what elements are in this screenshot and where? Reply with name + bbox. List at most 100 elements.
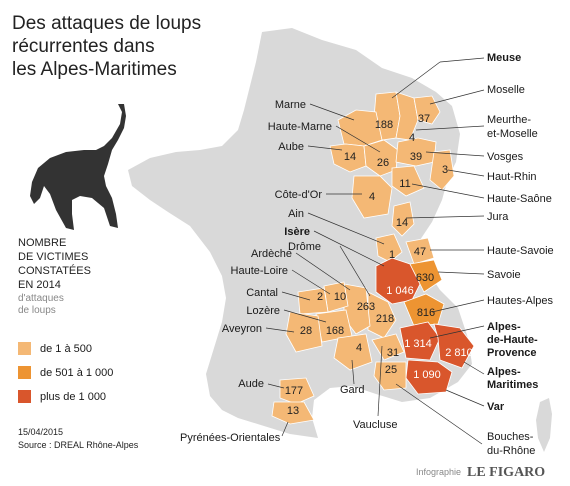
dept-label-savoie: Savoie: [487, 269, 521, 281]
dept-label-drome: Drôme: [288, 241, 321, 253]
value-label: 263: [357, 301, 375, 313]
value-label: 4: [356, 342, 362, 354]
dept-label-var: Var: [487, 401, 505, 413]
wolf-icon: [30, 104, 126, 230]
dept-label-vosges: Vosges: [487, 151, 524, 163]
dept-savoie: [409, 259, 443, 293]
value-label: 177: [285, 385, 303, 397]
legend-swatch-low: [18, 342, 31, 355]
dept-label-alpes-de-haute-provence-2: de-Haute-: [487, 334, 538, 346]
dept-alpes-de-haute-provence: [399, 321, 441, 361]
value-label: 2: [317, 291, 323, 303]
value-label: 3: [442, 164, 448, 176]
value-label: 1 046: [386, 285, 414, 297]
credit-prefix: Infographie: [416, 467, 461, 477]
source-note: Source : DREAL Rhône-Alpes: [18, 440, 139, 450]
dept-cantal: [297, 287, 329, 315]
value-label: 816: [417, 307, 435, 319]
dept-label-vaucluse: Vaucluse: [353, 419, 397, 431]
dept-haut-rhin: [429, 149, 455, 191]
dept-label-aude: Aude: [238, 378, 264, 390]
dept-label-meuse: Meuse: [487, 52, 521, 64]
legend-title-line-4: EN 2014: [18, 279, 61, 291]
legend-title-line-3: CONSTATÉES: [18, 264, 91, 277]
value-label: 39: [410, 151, 422, 163]
page-title-line-1: Des attaques de loups: [12, 13, 201, 34]
value-label: 26: [377, 157, 389, 169]
dept-label-haute-marne: Haute-Marne: [268, 121, 332, 133]
dept-bouches-du-rhone: [373, 361, 407, 391]
legend-title-line-1: NOMBRE: [18, 237, 66, 249]
dept-label-lozere: Lozère: [246, 305, 280, 317]
dept-label-isere: Isère: [284, 226, 310, 238]
value-label: 1 314: [404, 338, 432, 350]
dept-ain: [375, 233, 403, 263]
corsica-shape: [536, 398, 552, 452]
dept-label-cantal: Cantal: [246, 287, 278, 299]
dept-label-haut-rhin: Haut-Rhin: [487, 171, 537, 183]
dept-label-bouches-du-rhone-2: du-Rhône: [487, 445, 535, 457]
value-label: 10: [334, 291, 346, 303]
value-label: 630: [416, 272, 434, 284]
dept-hautes-alpes: [403, 293, 445, 327]
dept-label-aveyron: Aveyron: [222, 323, 262, 335]
dept-label-marne: Marne: [275, 99, 306, 111]
value-label: 2 810: [445, 347, 473, 359]
dept-haute-savoie: [405, 237, 435, 265]
dept-label-haute-saone: Haute-Saône: [487, 193, 552, 205]
dept-label-pyrenees-orientales: Pyrénées-Orientales: [180, 432, 281, 444]
legend-label-low: de 1 à 500: [40, 343, 92, 355]
legend-label-high: plus de 1 000: [40, 391, 106, 403]
value-label: 14: [396, 217, 408, 229]
dept-label-alpes-maritimes-2: Maritimes: [487, 379, 538, 391]
page-title-line-3: les Alpes-Maritimes: [12, 59, 177, 80]
value-label: 1 090: [413, 369, 441, 381]
dept-label-ardeche: Ardèche: [251, 248, 292, 260]
dept-isere: [375, 257, 421, 305]
dept-aude: [279, 377, 315, 405]
legend-title-line-2: DE VICTIMES: [18, 251, 88, 263]
leader-lines: [265, 57, 485, 445]
value-label: 11: [399, 178, 410, 190]
dept-label-jura: Jura: [487, 211, 509, 223]
value-label: 4: [369, 191, 375, 203]
dept-gard: [333, 333, 373, 371]
legend-subtitle-line-2: de loups: [18, 305, 56, 316]
credit-brand: LE FIGARO: [467, 465, 545, 480]
dept-label-haute-loire: Haute-Loire: [231, 265, 288, 277]
dept-label-alpes-de-haute-provence-1: Alpes-: [487, 321, 521, 333]
dept-haute-saone: [391, 165, 425, 197]
dept-vaucluse: [371, 333, 405, 361]
value-label: 188: [375, 119, 393, 131]
dept-pyrenees-orientales: [271, 401, 315, 425]
dept-label-alpes-maritimes-1: Alpes-: [487, 366, 521, 378]
dept-aveyron: [285, 311, 323, 353]
dept-label-hautes-alpes: Hautes-Alpes: [487, 295, 554, 307]
value-label: 168: [326, 325, 344, 337]
value-label: 1: [389, 249, 395, 261]
legend-swatch-mid: [18, 366, 31, 379]
dept-label-ain: Ain: [288, 208, 304, 220]
legend-swatch-high: [18, 390, 31, 403]
dept-label-meurthe-et-moselle-2: et-Moselle: [487, 128, 538, 140]
legend-subtitle-line-1: d'attaques: [18, 293, 64, 304]
dept-label-meurthe-et-moselle-1: Meurthe-: [487, 114, 531, 126]
value-label: 37: [418, 113, 430, 125]
page-title-line-2: récurrentes dans: [12, 36, 155, 57]
value-label: 25: [385, 364, 397, 376]
value-label: 31: [387, 347, 399, 359]
dept-label-haute-savoie: Haute-Savoie: [487, 245, 554, 257]
dept-label-moselle: Moselle: [487, 84, 525, 96]
legend-label-mid: de 501 à 1 000: [40, 367, 113, 379]
value-label: 218: [376, 313, 394, 325]
dept-label-cote-d-or: Côte-d'Or: [275, 189, 323, 201]
value-label: 4: [409, 132, 415, 144]
dept-label-gard: Gard: [340, 384, 364, 396]
publication-date: 15/04/2015: [18, 427, 63, 437]
value-label: 14: [344, 151, 356, 163]
value-label: 13: [287, 405, 299, 417]
dept-label-alpes-de-haute-provence-3: Provence: [487, 347, 537, 359]
value-label: 47: [414, 246, 426, 258]
